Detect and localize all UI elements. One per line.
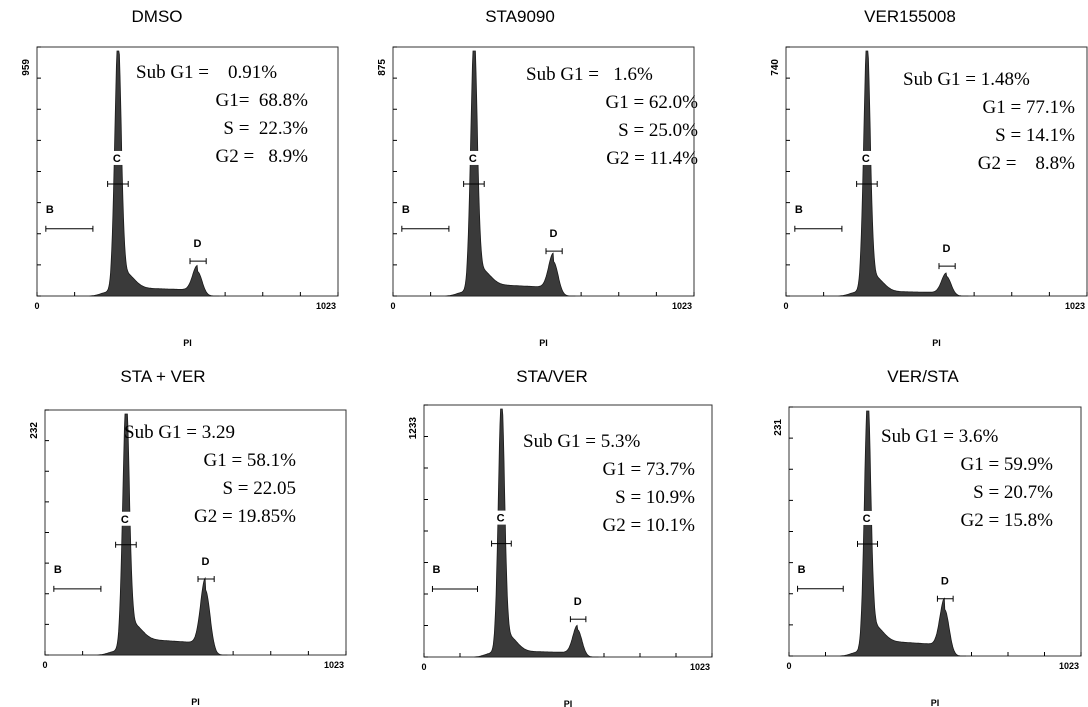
panel-title: STA9090 bbox=[485, 7, 555, 26]
x-tick-label-min: 0 bbox=[786, 661, 791, 671]
gate-b-label: B bbox=[432, 564, 440, 576]
gate-d-label: D bbox=[550, 228, 558, 240]
x-tick-label-max: 1023 bbox=[324, 660, 344, 670]
stat-line: Sub G1 = 0.91% bbox=[136, 62, 277, 83]
gate-c-label-bg bbox=[468, 150, 481, 165]
stat-line: Sub G1 = 1.6% bbox=[526, 64, 653, 85]
stat-line: Sub G1 = 5.3% bbox=[523, 431, 641, 452]
x-tick-label-max: 1023 bbox=[1059, 661, 1079, 671]
histogram-area bbox=[838, 50, 969, 297]
histogram-area bbox=[97, 413, 228, 656]
x-tick-label-max: 1023 bbox=[1065, 301, 1085, 311]
x-tick-label-max: 1023 bbox=[690, 662, 710, 672]
y-max-label: 1233 bbox=[408, 417, 419, 440]
y-max-label: 232 bbox=[29, 422, 40, 439]
histogram-area bbox=[89, 50, 220, 297]
panel-title: VER155008 bbox=[864, 7, 956, 26]
x-tick-label-min: 0 bbox=[34, 301, 39, 311]
histogram-panel-6: VER/STA 231 0 1023 PI B C D Sub G1 = 3.6% G1 = 59… bbox=[773, 367, 1082, 707]
x-tick-label-min: 0 bbox=[390, 301, 395, 311]
y-max-label: 959 bbox=[21, 59, 32, 76]
gate-b-label: B bbox=[402, 204, 410, 216]
stat-line: G2 = 8.8% bbox=[978, 153, 1075, 174]
gate-c-label: C bbox=[862, 153, 870, 165]
stat-line: G2 = 15.8% bbox=[960, 510, 1053, 531]
stat-line: S = 14.1% bbox=[995, 125, 1075, 146]
stat-line: G2 = 11.4% bbox=[606, 148, 698, 169]
stat-line: Sub G1 = 1.48% bbox=[903, 69, 1030, 90]
gate-d-label: D bbox=[194, 238, 202, 250]
y-max-label: 740 bbox=[770, 59, 781, 76]
panel-title: DMSO bbox=[132, 7, 183, 26]
stat-line: Sub G1 = 3.29 bbox=[124, 422, 235, 443]
histogram-panel-1: DMSO 959 0 1023 PI B C D Sub G1 = 0.91% G1= 68.8%… bbox=[21, 7, 339, 348]
histogram-panel-5: STA/VER 1233 0 1023 PI B C D Sub G1 = 5.3% G1 = 7… bbox=[408, 367, 713, 707]
stat-line: G2 = 8.9% bbox=[215, 146, 308, 167]
y-max-label: 231 bbox=[773, 419, 784, 436]
x-tick-label-min: 0 bbox=[783, 301, 788, 311]
gate-d-label: D bbox=[941, 576, 949, 588]
plot-frame bbox=[44, 409, 347, 656]
histogram-panel-2: STA9090 875 0 1023 PI B C D Sub G1 = 1.6% G1 = 62… bbox=[377, 7, 698, 348]
stat-line: Sub G1 = 3.6% bbox=[881, 426, 999, 447]
x-tick-label-min: 0 bbox=[421, 662, 426, 672]
gate-c-label-bg bbox=[496, 510, 509, 525]
gate-c-label-bg bbox=[862, 510, 875, 525]
stat-line: G1 = 58.1% bbox=[203, 450, 296, 471]
stat-line: G2 = 10.1% bbox=[602, 515, 695, 536]
gate-c-label-bg bbox=[120, 511, 133, 526]
histogram-panel-4: STA + VER 232 0 1023 PI B C D Sub G1 = 3.29 G1 = … bbox=[29, 367, 347, 707]
stat-line: G1 = 59.9% bbox=[960, 454, 1053, 475]
histogram-area bbox=[445, 50, 576, 297]
stat-line: G1 = 77.1% bbox=[982, 97, 1075, 118]
x-axis-label: PI bbox=[191, 697, 200, 707]
gate-c-label-bg bbox=[112, 150, 125, 165]
gate-c-label: C bbox=[863, 513, 871, 525]
stat-line: S = 22.05 bbox=[222, 478, 296, 499]
panel-title: VER/STA bbox=[887, 367, 959, 386]
x-tick-label-max: 1023 bbox=[672, 301, 692, 311]
gate-d-label: D bbox=[202, 556, 210, 568]
x-axis-label: PI bbox=[539, 338, 548, 348]
gate-c-label: C bbox=[113, 153, 121, 165]
histogram-panel-3: VER155008 740 0 1023 PI B C D Sub G1 = 1.48% G1 =… bbox=[770, 7, 1088, 348]
gate-b-label: B bbox=[46, 204, 54, 216]
gate-c-label: C bbox=[121, 514, 129, 526]
stat-line: G1 = 62.0% bbox=[605, 92, 698, 113]
stat-line: S = 20.7% bbox=[973, 482, 1053, 503]
x-tick-label-min: 0 bbox=[42, 660, 47, 670]
gate-b-label: B bbox=[798, 564, 806, 576]
x-axis-label: PI bbox=[931, 698, 940, 707]
histogram-area bbox=[474, 408, 599, 658]
panel-title: STA + VER bbox=[120, 367, 205, 386]
stat-line: G1 = 73.7% bbox=[602, 459, 695, 480]
gate-c-label-bg bbox=[861, 150, 874, 165]
x-axis-label: PI bbox=[564, 699, 573, 707]
gate-b-label: B bbox=[795, 204, 803, 216]
stat-line: S = 25.0% bbox=[618, 120, 698, 141]
stat-line: G2 = 19.85% bbox=[194, 506, 296, 527]
gate-b-label: B bbox=[54, 564, 62, 576]
gate-c-label: C bbox=[497, 513, 505, 525]
gate-d-label: D bbox=[943, 243, 951, 255]
x-axis-label: PI bbox=[183, 338, 192, 348]
plot-frame bbox=[36, 46, 339, 297]
histogram-area bbox=[839, 410, 966, 657]
stat-line: G1= 68.8% bbox=[215, 90, 308, 111]
panel-title: STA/VER bbox=[516, 367, 587, 386]
gate-c-label: C bbox=[469, 153, 477, 165]
x-tick-label-max: 1023 bbox=[316, 301, 336, 311]
gate-d-label: D bbox=[574, 596, 582, 608]
x-axis-label: PI bbox=[932, 338, 941, 348]
stat-line: S = 22.3% bbox=[223, 118, 308, 139]
stat-line: S = 10.9% bbox=[615, 487, 695, 508]
y-max-label: 875 bbox=[377, 59, 388, 76]
